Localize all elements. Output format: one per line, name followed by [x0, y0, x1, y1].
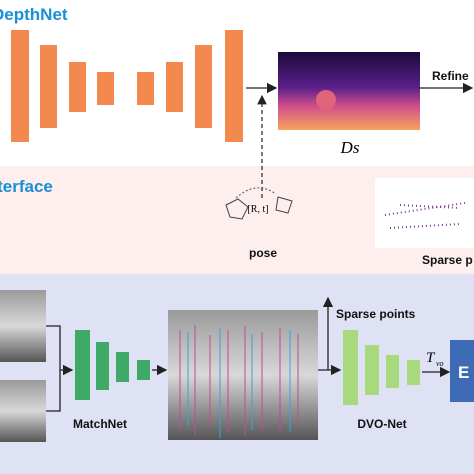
pose-label: pose — [249, 246, 277, 260]
depthnet-layers — [11, 30, 243, 142]
sparse-points-label: Sparse points — [336, 307, 416, 321]
match-image — [168, 310, 318, 440]
depth-map — [316, 90, 336, 110]
pose-icon — [225, 196, 293, 220]
refine-label: Refine — [432, 69, 469, 83]
output-symbol: T — [426, 350, 436, 366]
input-frame — [0, 380, 46, 442]
output-subscript: vo — [436, 359, 444, 368]
pose-icon — [235, 187, 277, 199]
pose-symbol: [R, t] — [247, 204, 268, 215]
matchnet-label: MatchNet — [73, 417, 127, 431]
depth-label: Ds — [340, 138, 360, 157]
match-image — [187, 328, 291, 438]
dvo-label: DVO-Net — [357, 417, 406, 431]
dvo-layers — [343, 330, 420, 405]
sparse-label: Sparse p — [422, 253, 473, 267]
output-box-label: E — [458, 363, 469, 382]
sparse-image — [384, 202, 466, 229]
sparse-image — [375, 178, 474, 248]
depthnet-title: DepthNet — [0, 5, 68, 24]
interface-title: Interface — [0, 177, 53, 196]
match-image — [179, 325, 299, 436]
input-frame — [0, 290, 46, 362]
output-box — [450, 340, 474, 402]
depth-map — [278, 52, 420, 130]
arrow — [46, 325, 72, 412]
matchnet-layers — [75, 330, 150, 400]
